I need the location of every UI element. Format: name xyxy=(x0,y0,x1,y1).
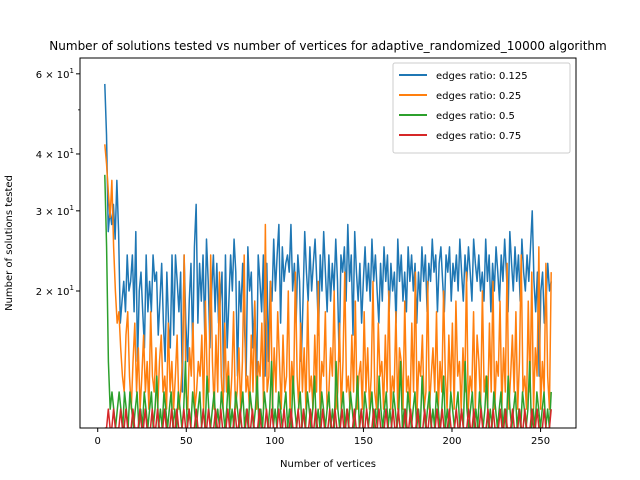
x-tick-label: 0 xyxy=(95,436,101,447)
y-tick-label: 6 × 101 xyxy=(36,67,74,81)
legend-label: edges ratio: 0.75 xyxy=(436,131,521,142)
series-layer xyxy=(104,83,552,428)
x-tick-label: 100 xyxy=(265,436,284,447)
x-axis-label: Number of vertices xyxy=(280,459,376,470)
x-tick-label: 150 xyxy=(354,436,373,447)
series-line xyxy=(104,174,552,428)
series-line xyxy=(104,83,552,393)
x-tick-label: 50 xyxy=(180,436,193,447)
y-tick-label: 3 × 101 xyxy=(36,204,74,218)
y-tick-label: 4 × 101 xyxy=(36,147,74,161)
legend-label: edges ratio: 0.125 xyxy=(436,71,528,82)
x-tick-label: 200 xyxy=(442,436,461,447)
legend-box xyxy=(392,62,571,154)
legend: edges ratio: 0.125 edges ratio: 0.25 edges… xyxy=(392,62,571,154)
legend-label: edges ratio: 0.5 xyxy=(436,111,515,122)
x-axis: 0 50 100 150 200 250 xyxy=(95,428,550,447)
y-tick-label: 2 × 101 xyxy=(36,284,74,298)
plot-frame xyxy=(79,57,577,429)
y-axis-label: Number of solutions tested xyxy=(4,175,15,311)
x-tick-label: 250 xyxy=(531,436,550,447)
legend-label: edges ratio: 0.25 xyxy=(436,91,521,102)
chart-title: Number of solutions tested vs number of … xyxy=(49,39,606,53)
y-axis: 2 × 101 3 × 101 4 × 101 6 × 101 xyxy=(36,67,80,298)
